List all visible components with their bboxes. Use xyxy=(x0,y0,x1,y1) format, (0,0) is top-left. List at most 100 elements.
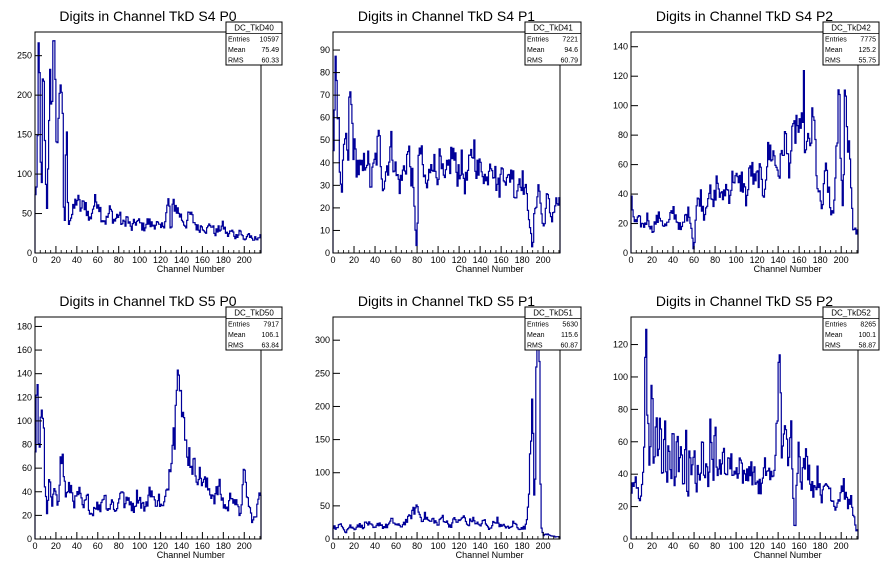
x-tick-label: 60 xyxy=(93,255,103,265)
histogram-line xyxy=(34,369,262,539)
x-tick-label: 80 xyxy=(114,541,124,551)
stats-mean-label: Mean xyxy=(825,47,843,54)
stats-mean-label: Mean xyxy=(527,47,545,54)
y-tick-label: 60 xyxy=(22,463,32,473)
y-tick-label: 0 xyxy=(623,534,628,544)
plot-frame xyxy=(332,31,561,254)
stats-box: DC_TkD50 Entries 7917 Mean 106.1 RMS 63.84 xyxy=(225,306,283,351)
x-tick-label: 20 xyxy=(51,541,61,551)
stats-rms-value: 60.87 xyxy=(560,343,578,350)
x-tick-label: 140 xyxy=(771,541,786,551)
stats-entries-label: Entries xyxy=(527,322,549,329)
x-tick-label: 160 xyxy=(792,541,807,551)
stats-rms-value: 60.33 xyxy=(261,58,279,65)
x-axis-label: Channel Number xyxy=(754,264,822,274)
x-tick-label: 200 xyxy=(237,255,252,265)
x-tick-label: 200 xyxy=(834,255,849,265)
stats-entries-label: Entries xyxy=(825,322,847,329)
x-tick-label: 140 xyxy=(473,255,488,265)
stats-box-frame xyxy=(524,306,582,351)
histogram-line xyxy=(332,322,561,539)
stats-name: DC_TkD41 xyxy=(533,24,573,33)
stats-box: DC_TkD40 Entries 10597 Mean 75.49 RMS 60.33 xyxy=(225,21,283,66)
plot-frame xyxy=(630,31,859,254)
y-tick-label: 160 xyxy=(17,345,32,355)
x-tick-label: 40 xyxy=(72,255,82,265)
stats-entries-value: 10597 xyxy=(260,37,280,44)
y-tick-label: 20 xyxy=(22,510,32,520)
x-tick-label: 20 xyxy=(349,255,359,265)
x-tick-label: 80 xyxy=(710,541,720,551)
stats-box: DC_TkD51 Entries 5630 Mean 115.6 RMS 60.87 xyxy=(524,306,582,351)
x-tick-label: 120 xyxy=(750,541,765,551)
x-tick-label: 120 xyxy=(153,255,168,265)
y-tick-label: 120 xyxy=(613,71,628,81)
y-tick-label: 60 xyxy=(618,437,628,447)
x-tick-label: 180 xyxy=(216,255,231,265)
y-tick-label: 0 xyxy=(27,248,32,258)
y-tick-label: 20 xyxy=(618,502,628,512)
stats-mean-label: Mean xyxy=(228,332,246,339)
y-tick-label: 250 xyxy=(315,368,330,378)
y-tick-label: 100 xyxy=(315,468,330,478)
stats-mean-label: Mean xyxy=(825,332,843,339)
x-tick-label: 120 xyxy=(452,541,467,551)
stats-mean-label: Mean xyxy=(527,332,545,339)
x-tick-label: 120 xyxy=(452,255,467,265)
y-tick-label: 10 xyxy=(320,225,330,235)
y-tick-label: 40 xyxy=(320,158,330,168)
y-tick-label: 70 xyxy=(320,90,330,100)
x-tick-label: 120 xyxy=(153,541,168,551)
x-tick-label: 0 xyxy=(330,541,335,551)
stats-mean-label: Mean xyxy=(228,47,246,54)
stats-box: DC_TkD41 Entries 7221 Mean 94.6 RMS 60.79 xyxy=(524,21,582,66)
x-tick-label: 20 xyxy=(647,255,657,265)
x-tick-label: 160 xyxy=(792,255,807,265)
stats-rms-label: RMS xyxy=(527,343,543,350)
stats-box-frame xyxy=(225,21,283,66)
y-tick-label: 20 xyxy=(320,203,330,213)
histogram-line xyxy=(630,328,859,539)
x-tick-label: 80 xyxy=(710,255,720,265)
x-tick-label: 160 xyxy=(494,255,509,265)
stats-box: DC_TkD42 Entries 7775 Mean 125.2 RMS 55.75 xyxy=(822,21,880,66)
stats-box-frame xyxy=(225,306,283,351)
x-tick-label: 40 xyxy=(370,541,380,551)
x-tick-label: 200 xyxy=(237,541,252,551)
chart-panel-5: Digits in Channel TkD S5 P2 0 20 40 60 80 100 1… xyxy=(613,293,880,560)
x-tick-label: 60 xyxy=(93,541,103,551)
y-tick-label: 80 xyxy=(618,130,628,140)
y-tick-label: 150 xyxy=(17,130,32,140)
x-tick-label: 80 xyxy=(412,255,422,265)
y-tick-label: 90 xyxy=(320,45,330,55)
stats-name: DC_TkD42 xyxy=(831,24,871,33)
stats-mean-value: 115.6 xyxy=(561,332,578,339)
y-tick-label: 150 xyxy=(315,435,330,445)
plot-frame xyxy=(34,31,262,254)
y-tick-label: 300 xyxy=(315,335,330,345)
x-tick-label: 60 xyxy=(689,255,699,265)
histogram-line xyxy=(34,40,262,253)
y-tick-label: 80 xyxy=(320,68,330,78)
x-tick-label: 40 xyxy=(370,255,380,265)
stats-rms-value: 55.75 xyxy=(858,58,876,65)
x-tick-label: 100 xyxy=(431,255,446,265)
y-tick-label: 80 xyxy=(22,440,32,450)
stats-rms-value: 60.79 xyxy=(560,58,578,65)
plot-frame xyxy=(332,316,561,540)
stats-entries-value: 7221 xyxy=(562,37,578,44)
y-tick-label: 0 xyxy=(325,534,330,544)
x-tick-label: 180 xyxy=(813,541,828,551)
stats-box-frame xyxy=(524,21,582,66)
y-tick-label: 200 xyxy=(315,401,330,411)
x-tick-label: 20 xyxy=(51,255,61,265)
x-axis-label: Channel Number xyxy=(456,550,524,560)
y-tick-label: 40 xyxy=(618,469,628,479)
y-tick-label: 20 xyxy=(618,219,628,229)
chart-panel-2: Digits in Channel TkD S4 P2 0 20 40 60 80 100 1… xyxy=(613,8,880,274)
stats-entries-value: 7917 xyxy=(263,322,279,329)
y-tick-label: 0 xyxy=(27,534,32,544)
chart-title: Digits in Channel TkD S5 P2 xyxy=(656,293,833,309)
x-tick-label: 100 xyxy=(431,541,446,551)
stats-mean-value: 106.1 xyxy=(261,332,279,339)
